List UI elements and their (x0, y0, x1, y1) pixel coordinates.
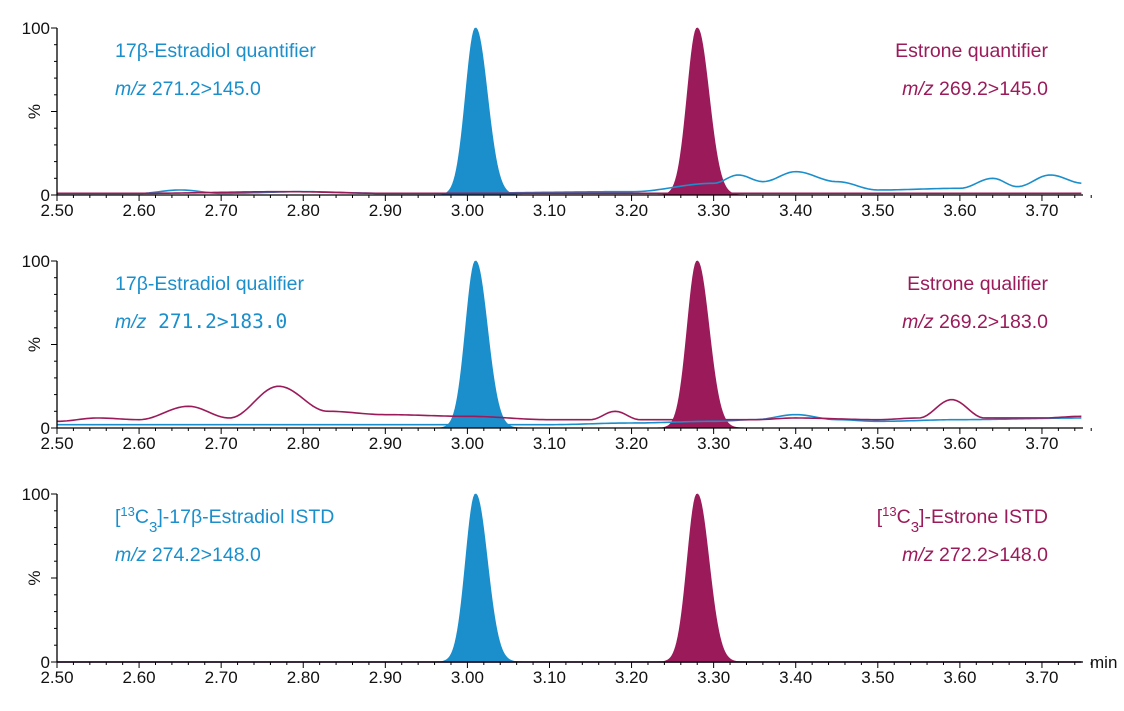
x-tick-label: 3.40 (779, 434, 812, 453)
y-tick-label: 0 (41, 186, 50, 205)
x-tick-label: 2.70 (205, 434, 238, 453)
x-tick-label: 3.70 (1025, 434, 1058, 453)
left-annotation-title: 17β-Estradiol qualifier (115, 273, 304, 295)
y-axis-label: % (25, 104, 44, 119)
x-tick-label: 3.60 (943, 434, 976, 453)
right-annotation-title: Estrone qualifier (907, 273, 1048, 295)
x-tick-label: 2.70 (205, 668, 238, 687)
panel-istd: 2.50 2.60 2.70 2.80 2.90 3.00 3.10 3.20 3.30 3.40… (22, 485, 1118, 687)
x-tick-label: 3.30 (697, 434, 730, 453)
x-tick-label: 2.80 (287, 201, 320, 220)
x-tick-label: 3.70 (1025, 201, 1058, 220)
trace-estrone (57, 190, 1082, 195)
x-tick-label: 3.20 (615, 201, 648, 220)
right-annotation-title: Estrone quantifier (895, 40, 1048, 62)
x-tick-label: 2.80 (287, 668, 320, 687)
x-tick-label: 2.60 (123, 201, 156, 220)
x-tick-label: 2.50 (40, 201, 73, 220)
trace-estradiol (57, 413, 1082, 426)
x-tick-label: 2.60 (123, 668, 156, 687)
peak-estrone (655, 27, 752, 196)
x-tick-label: 2.90 (369, 434, 402, 453)
left-annotation-mz: m/z 274.2>148.0 (115, 544, 261, 566)
x-tick-label: 3.20 (615, 434, 648, 453)
peak-estrone (655, 260, 752, 429)
peak-estradiol (433, 27, 530, 196)
trace-estradiol (57, 170, 1082, 195)
x-unit-label: min (1090, 653, 1117, 672)
x-tick-label: 2.90 (369, 668, 402, 687)
left-annotation-title: 17β-Estradiol quantifier (115, 40, 316, 62)
y-tick-label: 0 (41, 419, 50, 438)
x-tick-label: 2.70 (205, 201, 238, 220)
x-tick-label: 2.60 (123, 434, 156, 453)
x-tick-label: 3.00 (451, 201, 484, 220)
right-annotation-mz: m/z 269.2>183.0 (902, 311, 1048, 333)
y-tick-label: 100 (22, 252, 50, 271)
y-tick-label: 0 (41, 653, 50, 672)
y-axis-label: % (25, 337, 44, 352)
left-annotation-mz: m/z 271.2>145.0 (115, 78, 261, 100)
x-tick-label: 3.70 (1025, 668, 1058, 687)
x-tick-label: 3.00 (451, 434, 484, 453)
y-axis-label: % (25, 570, 44, 585)
x-tick-label: 3.30 (697, 668, 730, 687)
peak-estradiol (433, 260, 530, 429)
peak-estradiol (433, 493, 530, 663)
x-tick-label: 3.30 (697, 201, 730, 220)
x-tick-label: 3.50 (861, 201, 894, 220)
x-tick-label: 3.60 (943, 668, 976, 687)
x-tick-label: 3.60 (943, 201, 976, 220)
x-tick-label: 2.90 (369, 201, 402, 220)
trace-estrone (56, 385, 1082, 423)
x-tick-label: 3.10 (533, 434, 566, 453)
right-annotation-title: [13C3]-Estrone ISTD (877, 504, 1048, 536)
panel-qualifier: 2.50 2.60 2.70 2.80 2.90 3.00 3.10 3.20 3.30 3.40… (22, 252, 1092, 453)
y-tick-label: 100 (22, 485, 50, 504)
left-annotation-title: [13C3]-17β-Estradiol ISTD (115, 504, 334, 536)
x-tick-label: 3.20 (615, 668, 648, 687)
x-tick-label: 3.00 (451, 668, 484, 687)
x-tick-label: 3.50 (861, 434, 894, 453)
x-tick-label: 3.50 (861, 668, 894, 687)
x-tick-label: 2.50 (40, 434, 73, 453)
x-tick-label: 2.50 (40, 668, 73, 687)
right-annotation-mz: m/z 272.2>148.0 (902, 544, 1048, 566)
panel-quantifier: 2.50 2.60 2.70 2.80 2.90 3.00 3.10 3.20 3.30 3.40… (22, 19, 1092, 220)
left-annotation-mz: m/z 271.2>183.0 (115, 310, 287, 333)
x-tick-label: 3.40 (779, 668, 812, 687)
x-tick-label: 2.80 (287, 434, 320, 453)
x-tick-label: 3.40 (779, 201, 812, 220)
x-tick-label: 3.10 (533, 201, 566, 220)
x-tick-label: 3.10 (533, 668, 566, 687)
peak-estrone (655, 493, 752, 663)
right-annotation-mz: m/z 269.2>145.0 (902, 78, 1048, 100)
y-tick-label: 100 (22, 19, 50, 38)
